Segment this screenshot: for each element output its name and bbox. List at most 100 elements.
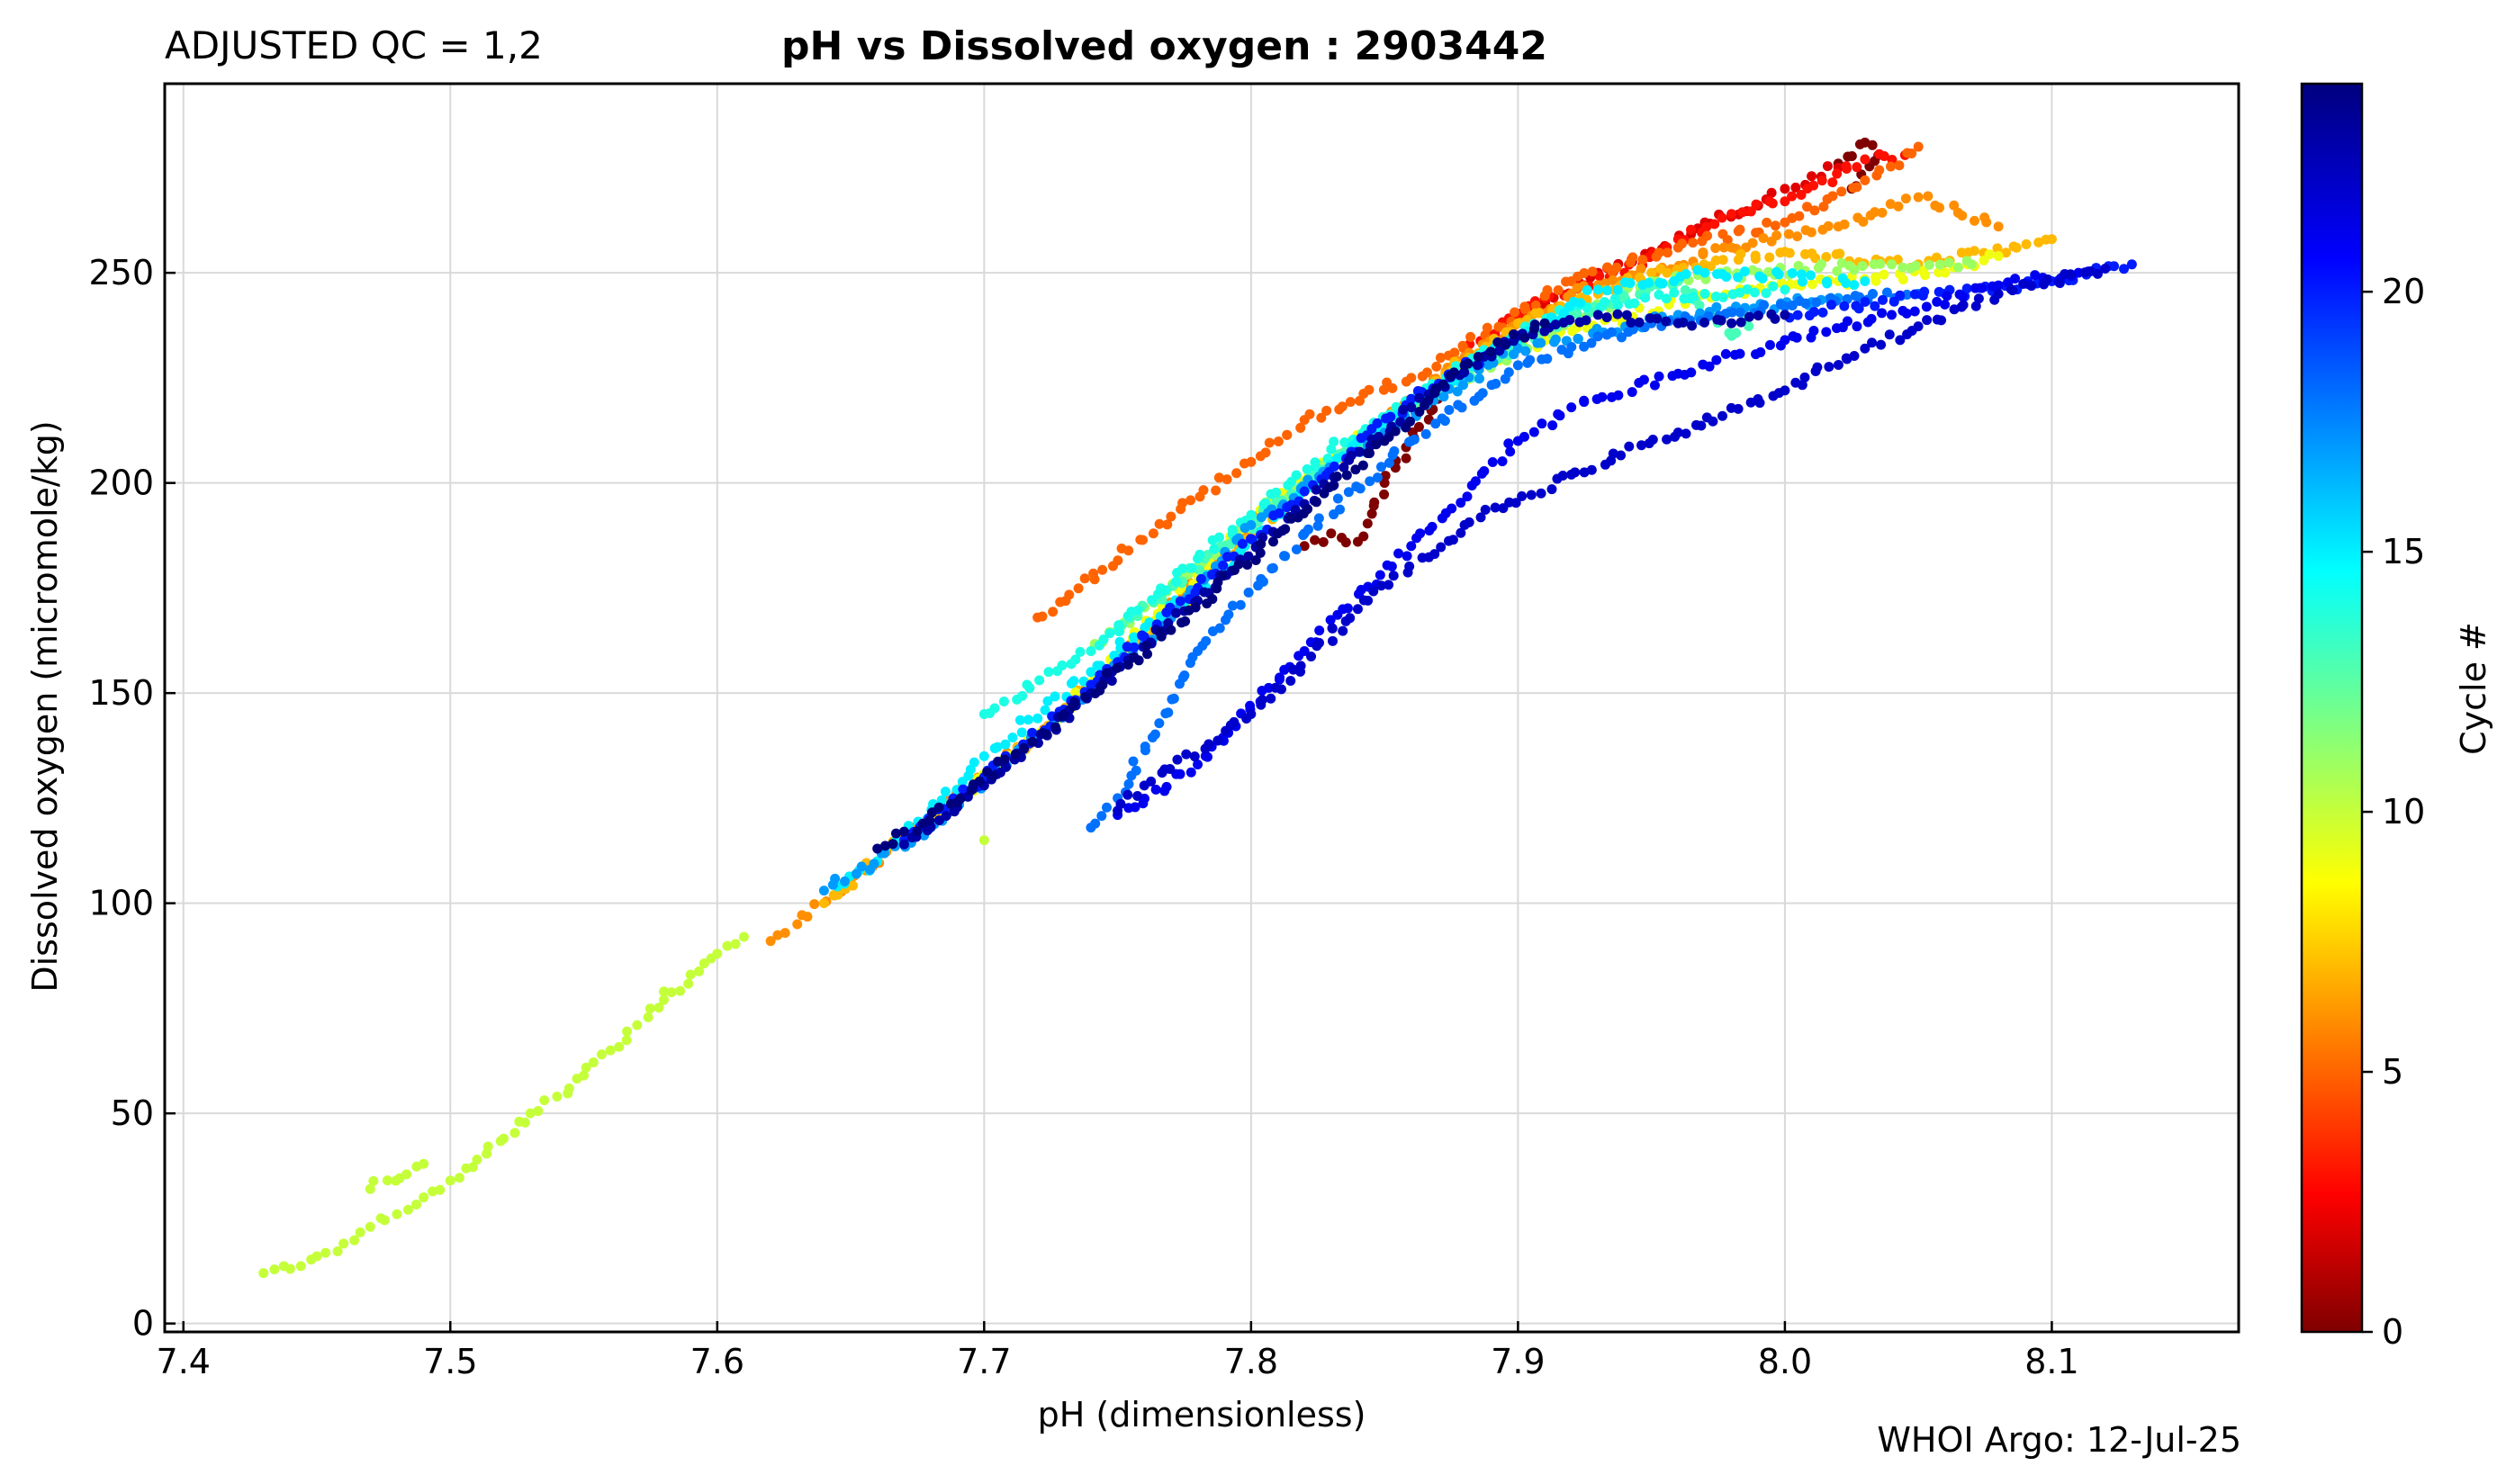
data-point — [1500, 339, 1510, 350]
data-point — [1023, 715, 1033, 725]
data-point — [1907, 148, 1917, 159]
x-axis-label: pH (dimensionless) — [1037, 1395, 1366, 1435]
data-point — [1555, 410, 1565, 421]
data-point — [539, 1095, 550, 1106]
data-point — [1717, 212, 1727, 223]
data-point — [1342, 603, 1353, 614]
data-point — [1375, 570, 1385, 580]
data-point — [1735, 307, 1745, 318]
data-point — [1128, 756, 1139, 767]
data-point — [499, 1133, 509, 1144]
data-point — [1876, 339, 1887, 350]
data-point — [1406, 393, 1417, 404]
data-point — [1764, 339, 1775, 350]
data-point — [1832, 168, 1843, 179]
data-point — [1086, 645, 1096, 656]
data-point — [1491, 378, 1501, 389]
data-point — [1200, 751, 1211, 761]
data-point — [1634, 317, 1645, 328]
data-point — [1726, 318, 1737, 328]
data-point — [379, 1215, 390, 1226]
data-point — [1823, 220, 1834, 231]
data-point — [1345, 397, 1356, 408]
data-point — [1354, 446, 1365, 457]
data-point — [1827, 177, 1838, 188]
data-point — [1070, 654, 1081, 665]
series-cycle-18 — [1086, 287, 1924, 833]
data-point — [1070, 687, 1081, 697]
data-point — [1162, 519, 1173, 530]
data-point — [1167, 694, 1177, 705]
data-point — [1263, 682, 1274, 693]
data-point — [392, 1209, 402, 1219]
data-point — [1608, 274, 1618, 285]
data-point — [1242, 560, 1253, 571]
data-point — [1787, 267, 1798, 278]
data-point — [1846, 151, 1857, 162]
data-point — [579, 1070, 590, 1081]
data-point — [1086, 667, 1096, 678]
data-point — [1877, 308, 1888, 319]
data-point — [1602, 285, 1613, 296]
data-point — [1572, 309, 1582, 319]
colorbar-ticks: 0 5 10 15 20 — [2362, 272, 2425, 1352]
data-point — [1037, 611, 1048, 622]
data-point — [999, 754, 1010, 765]
data-point — [1211, 485, 1221, 496]
data-point — [1218, 560, 1229, 571]
data-point — [1233, 559, 1244, 570]
data-point — [978, 835, 989, 846]
data-point — [1808, 307, 1819, 318]
data-point — [1711, 301, 1722, 312]
data-point — [1780, 301, 1790, 312]
data-point — [1316, 412, 1327, 423]
data-point — [1704, 361, 1715, 372]
data-point — [2100, 263, 2111, 274]
data-point — [1606, 327, 1617, 337]
data-point — [1849, 280, 1860, 291]
data-point — [1290, 505, 1301, 516]
data-point — [1993, 280, 2004, 291]
data-point — [1874, 165, 1885, 175]
data-point — [1681, 428, 1691, 439]
data-point — [1447, 535, 1458, 545]
data-point — [1163, 707, 1174, 718]
data-point — [1717, 255, 1728, 265]
data-point — [1279, 551, 1290, 562]
data-point — [1895, 290, 1906, 301]
data-point — [1165, 764, 1176, 775]
data-point — [332, 1246, 343, 1256]
data-point — [869, 859, 879, 869]
data-point — [1227, 525, 1238, 535]
data-point — [338, 1238, 349, 1249]
data-point — [1792, 310, 1803, 320]
data-point — [1716, 315, 1726, 326]
data-point — [533, 1106, 544, 1117]
data-point — [1612, 300, 1623, 310]
data-point — [1898, 274, 1908, 285]
data-point — [1698, 249, 1708, 260]
data-point — [1166, 625, 1176, 635]
data-point — [1435, 353, 1446, 364]
data-point — [1852, 182, 1862, 193]
data-point — [1365, 476, 1375, 487]
data-point — [1709, 219, 1720, 229]
data-point — [1993, 289, 2004, 300]
data-point — [1456, 498, 1466, 508]
data-point — [1355, 483, 1366, 494]
data-point — [1338, 625, 1348, 636]
data-point — [851, 868, 861, 879]
data-point — [563, 1083, 574, 1093]
data-point — [1537, 418, 1547, 429]
data-point — [402, 1204, 413, 1215]
data-point — [1961, 283, 1972, 294]
data-point — [1246, 456, 1257, 467]
data-point — [605, 1045, 616, 1056]
data-point — [1291, 470, 1302, 481]
data-point — [1749, 287, 1760, 298]
data-point — [1766, 187, 1777, 198]
series-cycle-10 — [258, 835, 989, 1279]
data-point — [1088, 568, 1099, 579]
data-point — [1852, 321, 1862, 332]
data-point — [1388, 571, 1399, 581]
